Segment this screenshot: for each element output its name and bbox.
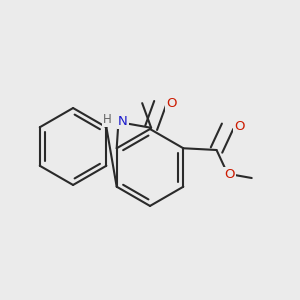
Text: H: H (103, 113, 111, 126)
Text: N: N (118, 115, 128, 128)
Text: O: O (224, 168, 235, 181)
Text: O: O (167, 97, 177, 110)
Text: O: O (234, 120, 244, 133)
